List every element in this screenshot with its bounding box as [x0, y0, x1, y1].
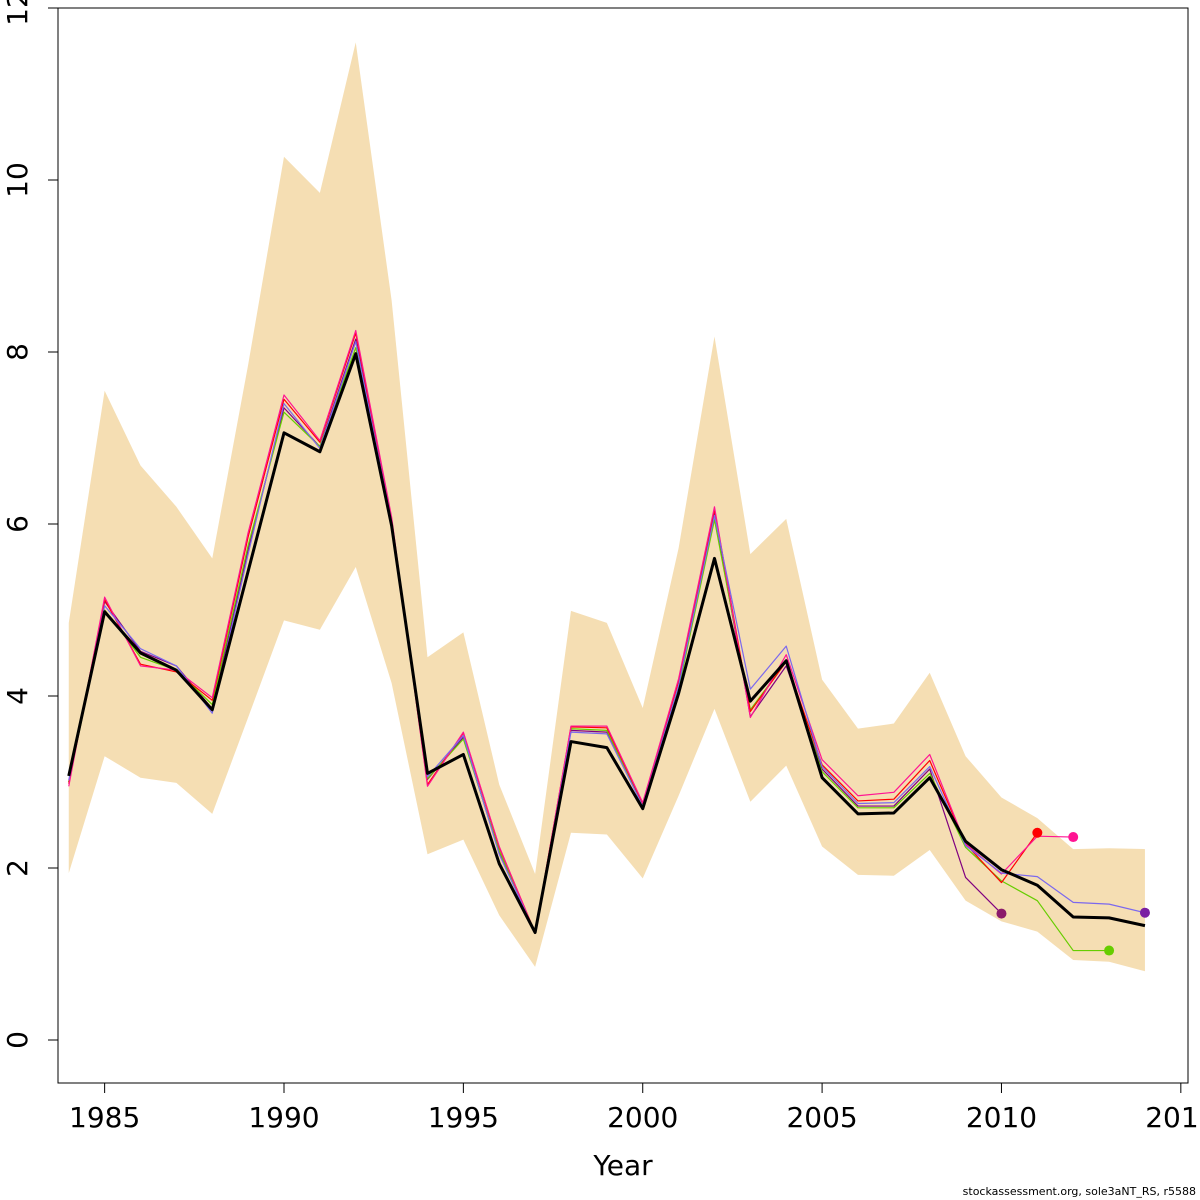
confidence-band-area [68, 42, 1145, 972]
x-axis-label: Year [592, 1149, 653, 1182]
y-tick-label: 4 [1, 687, 34, 705]
end-point-2013 [1104, 945, 1115, 956]
x-tick-label: 1990 [248, 1101, 319, 1134]
series-line-retro-4 [68, 329, 1074, 934]
series-line-main [67, 352, 1146, 934]
y-tick-label: 8 [1, 343, 34, 361]
y-tick-label: 12 [1, 0, 34, 26]
y-tick-label: 6 [1, 515, 34, 533]
series-line-retro-5 [68, 341, 1146, 934]
end-point-2012 [1068, 832, 1079, 843]
footer-credit: stockassessment.org, sole3aNT_RS, r5588 [962, 1185, 1196, 1198]
x-tick-label: 1985 [69, 1101, 140, 1134]
end-point-2010 [996, 908, 1007, 919]
y-tick-label: 10 [1, 162, 34, 198]
y-axis: 0 2 4 6 8 10 12 [1, 0, 59, 1049]
x-tick-label: 2015 [1145, 1101, 1200, 1134]
x-tick-label: 2005 [786, 1101, 857, 1134]
end-point-2014 [1139, 907, 1150, 918]
end-points [996, 827, 1150, 956]
end-point-2011 [1032, 827, 1043, 838]
x-axis: 1985 1990 1995 2000 2005 2010 2015 [69, 1082, 1200, 1134]
x-tick-label: 1995 [428, 1101, 499, 1134]
confidence-band [68, 42, 1145, 972]
series-lines [67, 329, 1146, 952]
x-tick-label: 2000 [607, 1101, 678, 1134]
y-tick-label: 0 [1, 1031, 34, 1049]
y-tick-label: 2 [1, 859, 34, 877]
x-tick-label: 2010 [966, 1101, 1037, 1134]
